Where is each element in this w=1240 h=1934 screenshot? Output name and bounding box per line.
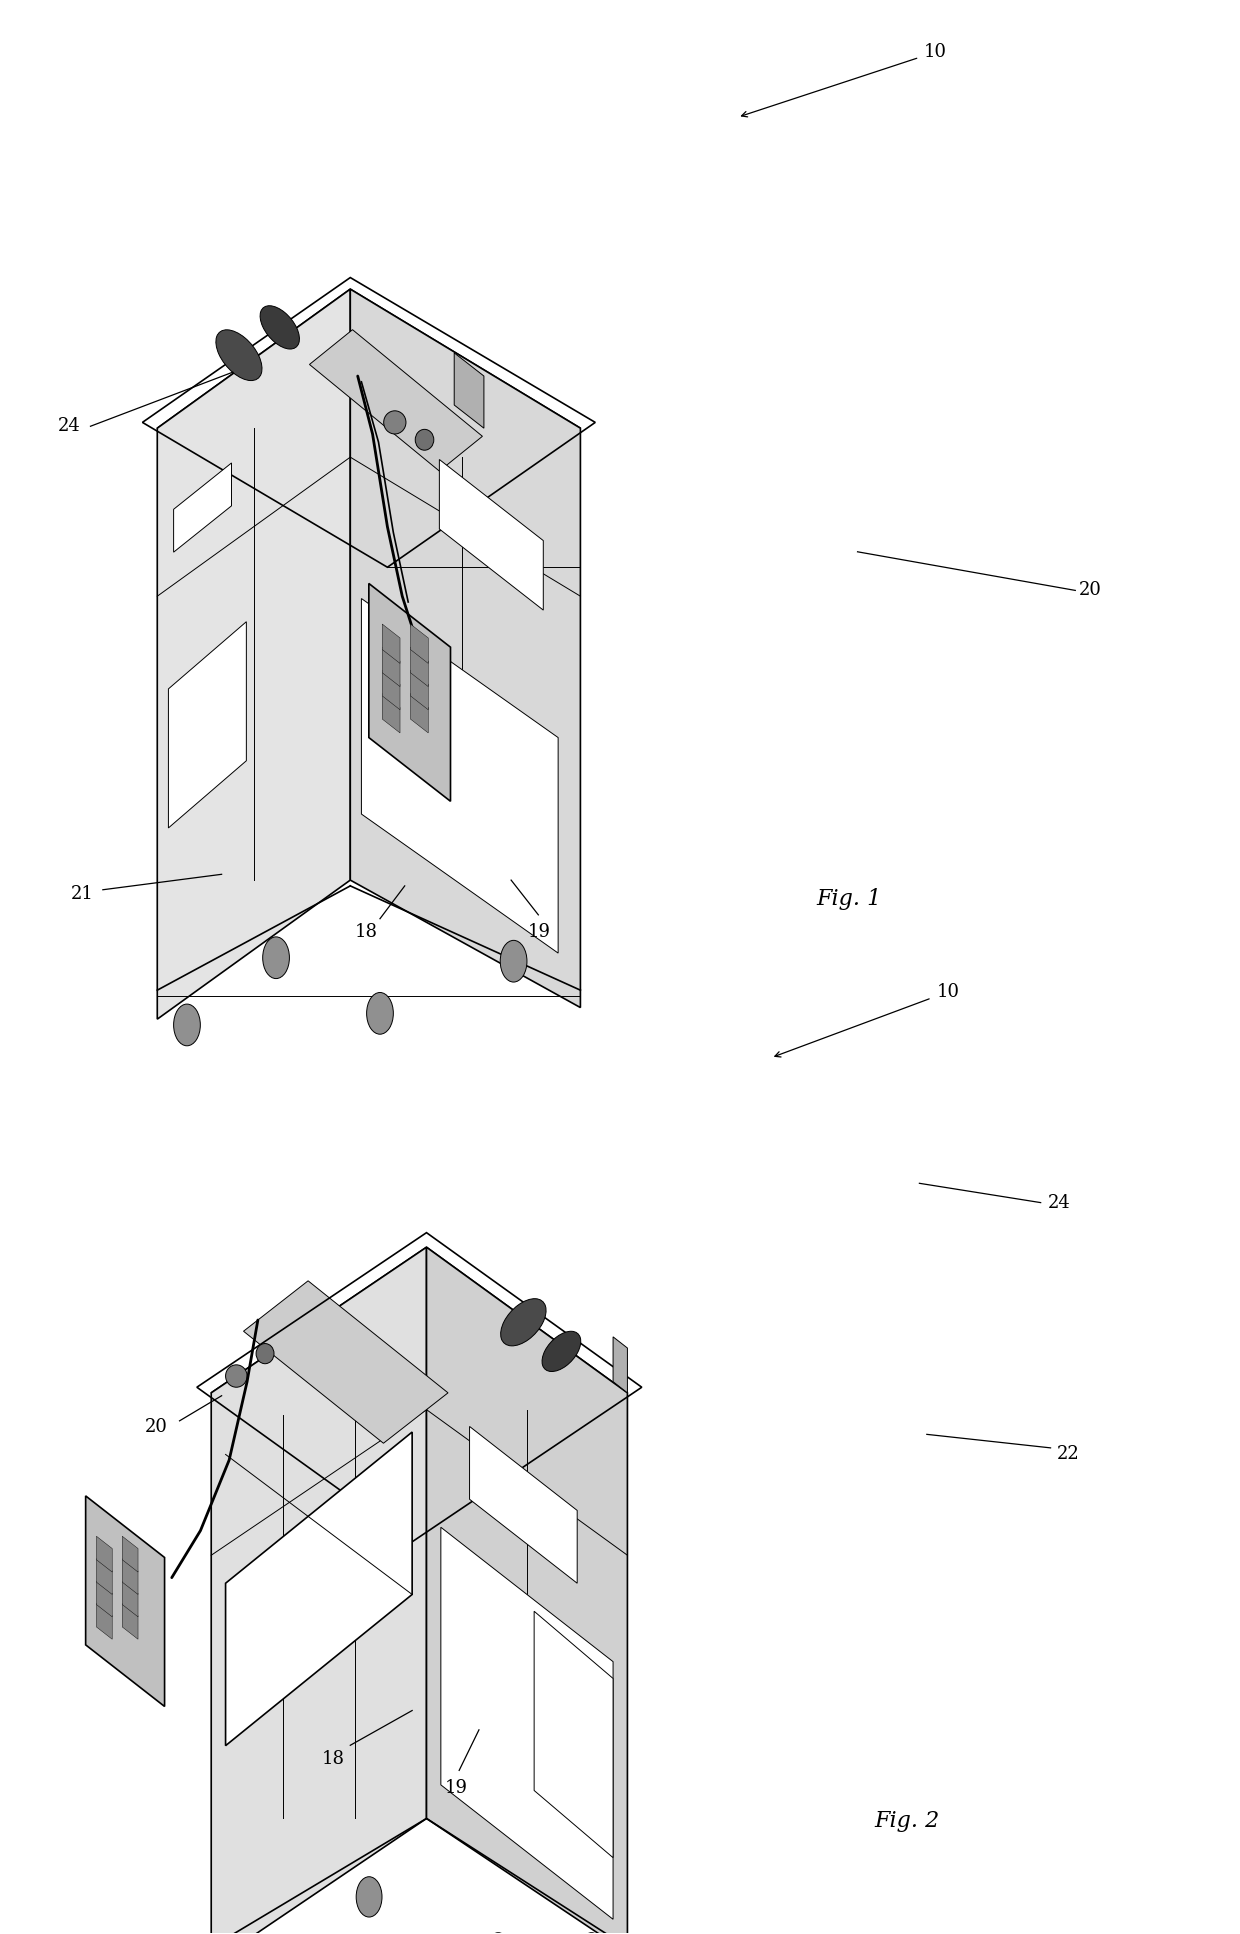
Polygon shape bbox=[97, 1536, 112, 1572]
Ellipse shape bbox=[216, 331, 262, 381]
Polygon shape bbox=[123, 1603, 138, 1640]
Polygon shape bbox=[97, 1603, 112, 1640]
Polygon shape bbox=[613, 1336, 627, 1392]
Ellipse shape bbox=[226, 1365, 247, 1387]
Text: 10: 10 bbox=[924, 43, 947, 60]
Polygon shape bbox=[310, 329, 482, 472]
Text: 10: 10 bbox=[936, 982, 960, 1002]
Polygon shape bbox=[123, 1559, 138, 1594]
Polygon shape bbox=[157, 290, 580, 567]
Polygon shape bbox=[427, 1247, 627, 1934]
Ellipse shape bbox=[542, 1331, 580, 1371]
Ellipse shape bbox=[501, 1298, 546, 1346]
Polygon shape bbox=[86, 1495, 165, 1706]
Polygon shape bbox=[410, 694, 428, 733]
Text: 24: 24 bbox=[58, 418, 81, 435]
Text: Fig. 2: Fig. 2 bbox=[874, 1810, 940, 1831]
Text: 19: 19 bbox=[528, 923, 551, 942]
Polygon shape bbox=[410, 648, 428, 687]
Polygon shape bbox=[123, 1536, 138, 1572]
Circle shape bbox=[500, 940, 527, 982]
Polygon shape bbox=[350, 290, 580, 1008]
Circle shape bbox=[263, 936, 289, 979]
Polygon shape bbox=[211, 1247, 427, 1934]
Polygon shape bbox=[211, 1247, 627, 1538]
Polygon shape bbox=[97, 1559, 112, 1594]
Polygon shape bbox=[169, 621, 247, 828]
Polygon shape bbox=[454, 352, 484, 427]
Polygon shape bbox=[243, 1280, 448, 1443]
Ellipse shape bbox=[415, 429, 434, 451]
Polygon shape bbox=[410, 625, 428, 663]
Text: 22: 22 bbox=[1056, 1445, 1079, 1462]
Polygon shape bbox=[441, 1528, 613, 1919]
Circle shape bbox=[174, 1004, 201, 1046]
Ellipse shape bbox=[260, 306, 299, 348]
Text: 21: 21 bbox=[71, 884, 93, 903]
Polygon shape bbox=[368, 584, 450, 801]
Circle shape bbox=[356, 1876, 382, 1917]
Text: 24: 24 bbox=[1048, 1193, 1070, 1211]
Text: 18: 18 bbox=[355, 923, 378, 942]
Polygon shape bbox=[382, 625, 401, 663]
Text: 20: 20 bbox=[1079, 582, 1101, 600]
Text: 19: 19 bbox=[445, 1779, 469, 1797]
Ellipse shape bbox=[257, 1344, 274, 1363]
Circle shape bbox=[367, 992, 393, 1035]
Polygon shape bbox=[361, 598, 558, 953]
Polygon shape bbox=[382, 648, 401, 687]
Polygon shape bbox=[97, 1580, 112, 1617]
Polygon shape bbox=[123, 1580, 138, 1617]
Ellipse shape bbox=[383, 410, 405, 433]
Text: Fig. 1: Fig. 1 bbox=[816, 888, 882, 911]
Polygon shape bbox=[410, 671, 428, 710]
Polygon shape bbox=[382, 694, 401, 733]
Polygon shape bbox=[470, 1427, 577, 1584]
Text: 20: 20 bbox=[145, 1418, 167, 1435]
Polygon shape bbox=[174, 462, 232, 553]
Polygon shape bbox=[382, 671, 401, 710]
Polygon shape bbox=[226, 1431, 412, 1746]
Polygon shape bbox=[157, 290, 350, 1019]
Text: 18: 18 bbox=[321, 1750, 345, 1768]
Polygon shape bbox=[439, 460, 543, 609]
Polygon shape bbox=[534, 1611, 613, 1859]
